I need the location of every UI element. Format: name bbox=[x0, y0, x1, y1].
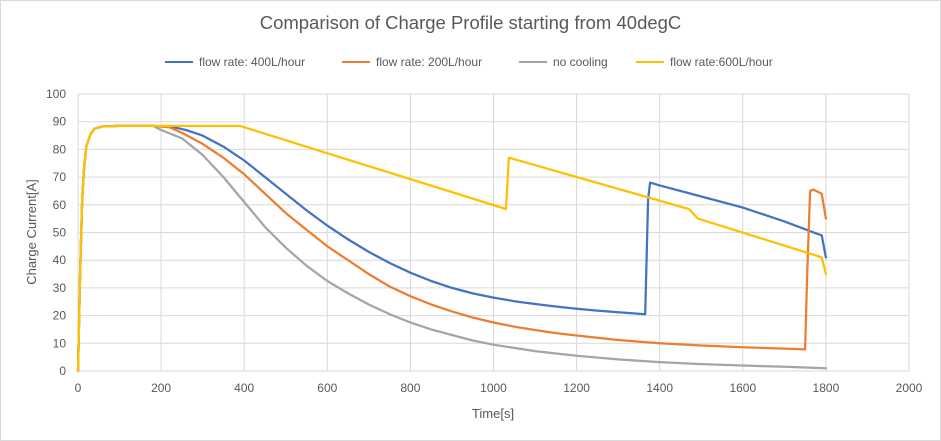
series-lines bbox=[76, 124, 828, 373]
y-tick-label: 30 bbox=[53, 281, 67, 295]
x-tick-label: 600 bbox=[317, 381, 337, 395]
x-tick-label: 200 bbox=[151, 381, 171, 395]
x-tick-label: 1800 bbox=[813, 381, 840, 395]
legend-item-no-cooling: no cooling bbox=[519, 55, 608, 69]
y-tick-label: 90 bbox=[53, 115, 67, 129]
x-tick-label: 1200 bbox=[563, 381, 590, 395]
y-tick-label: 70 bbox=[53, 170, 67, 184]
legend-label-400: flow rate: 400L/hour bbox=[199, 55, 306, 69]
series-line-3 bbox=[76, 124, 828, 373]
legend-item-600: flow rate:600L/hour bbox=[636, 55, 773, 69]
chart-title: Comparison of Charge Profile starting fr… bbox=[259, 12, 682, 33]
x-axis-title: Time[s] bbox=[472, 406, 514, 421]
y-axis-title: Charge Current[A] bbox=[24, 179, 39, 285]
y-tick-label: 40 bbox=[53, 253, 67, 267]
y-tick-label: 50 bbox=[53, 226, 67, 240]
legend-label-200: flow rate: 200L/hour bbox=[376, 55, 483, 69]
series-line-2 bbox=[76, 124, 828, 373]
x-tick-label: 0 bbox=[75, 381, 82, 395]
y-tick-label: 10 bbox=[53, 336, 67, 350]
y-tick-label: 60 bbox=[53, 198, 67, 212]
legend-item-400: flow rate: 400L/hour bbox=[165, 55, 305, 69]
y-tick-label: 100 bbox=[46, 87, 66, 101]
legend-swatch-no-cooling bbox=[519, 61, 547, 63]
x-tick-label: 1400 bbox=[646, 381, 673, 395]
x-tick-label: 400 bbox=[234, 381, 254, 395]
gridlines bbox=[77, 93, 910, 372]
x-tick-label: 2000 bbox=[896, 381, 923, 395]
legend-swatch-600 bbox=[636, 61, 664, 63]
legend-item-200: flow rate: 200L/hour bbox=[342, 55, 482, 69]
y-tick-label: 80 bbox=[53, 142, 67, 156]
legend-label-600: flow rate:600L/hour bbox=[670, 55, 773, 69]
legend-swatch-200 bbox=[342, 61, 370, 63]
x-tick-label: 1000 bbox=[480, 381, 507, 395]
legend-label-no-cooling: no cooling bbox=[553, 55, 608, 69]
x-tick-label: 1600 bbox=[729, 381, 756, 395]
y-tick-label: 0 bbox=[59, 364, 66, 378]
legend: flow rate: 400L/hour flow rate: 200L/hou… bbox=[0, 55, 941, 73]
legend-swatch-400 bbox=[165, 61, 193, 63]
x-tick-label: 800 bbox=[400, 381, 420, 395]
y-tick-label: 20 bbox=[53, 309, 67, 323]
